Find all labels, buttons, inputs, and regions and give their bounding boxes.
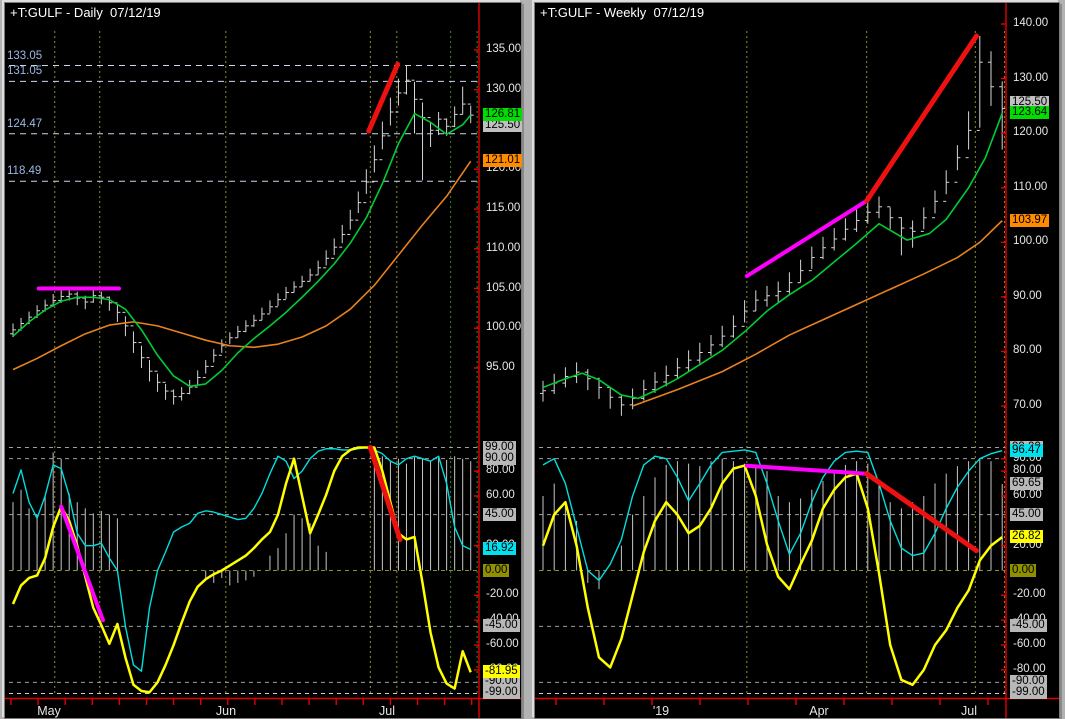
- osc-level-badge: 45.00: [483, 507, 516, 521]
- zero-line-badge: 0.00: [483, 563, 510, 577]
- chart-title-daily: +T:GULF - Daily 07/12/19: [10, 5, 161, 20]
- osc-level-badge: 45.00: [1010, 507, 1043, 521]
- x-axis-month-label: Jun: [215, 704, 237, 718]
- price-tick-label: 80.00: [1013, 344, 1042, 357]
- axis-group[interactable]: [5, 3, 521, 718]
- axis-group[interactable]: [535, 3, 1059, 718]
- oscillator-fast-line: [542, 449, 1003, 582]
- x-axis-month-label: May: [37, 704, 61, 718]
- weekly-chart-window: +T:GULF - Weekly 07/12/19 140.00 130.00 12…: [534, 2, 1060, 719]
- ma-fast-value-badge: 123.64: [1010, 106, 1050, 120]
- alert-level-label: 133.05: [7, 49, 43, 62]
- osc-tick-label: -20.00: [1013, 588, 1046, 601]
- osc-tick-label: -20.00: [486, 588, 519, 601]
- weekly-chart-canvas[interactable]: [535, 3, 1059, 718]
- chart-title-weekly: +T:GULF - Weekly 07/12/19: [540, 5, 705, 20]
- stoch-slow-value-badge: 26.82: [1010, 530, 1043, 544]
- price-tick-label: 100.00: [1013, 235, 1049, 248]
- price-tick-label: 95.00: [486, 361, 515, 373]
- price-tick-label: 135.00: [486, 43, 522, 55]
- price-tick-label: 70.00: [1013, 398, 1042, 411]
- price-trendline[interactable]: [744, 198, 869, 279]
- x-axis-month-label: Jul: [379, 704, 395, 718]
- price-tick-label: 130.00: [1013, 71, 1049, 84]
- price-tick-label: 90.00: [1013, 289, 1042, 302]
- price-tick-label: 110.00: [1013, 180, 1048, 193]
- osc-level-badge: -90.00: [483, 675, 520, 689]
- price-tick-label: 105.00: [486, 281, 522, 294]
- alert-price-badge: 125.50: [1010, 96, 1050, 110]
- alert-level-label: 118.49: [7, 165, 42, 178]
- gridlines-group: [9, 31, 479, 694]
- osc-tick-label: 80.00: [486, 464, 515, 477]
- ma-slow-value-badge: 121.01: [483, 154, 523, 168]
- price-pane-group: [540, 36, 1006, 416]
- oscillator-histogram: [542, 458, 1003, 590]
- stoch-fast-value-badge: 16.92: [483, 542, 516, 556]
- price-tick-label: 100.00: [486, 321, 522, 334]
- osc-tick-label: 80.00: [1013, 464, 1042, 477]
- x-axis-month-label: Jul: [961, 704, 977, 718]
- osc-level-badge: -99.00: [483, 686, 520, 700]
- oscillator-trendline[interactable]: [59, 504, 105, 623]
- gridlines-group: [539, 31, 1006, 694]
- oscillator-trendline[interactable]: [367, 445, 403, 542]
- osc-level-badge: -45.00: [1010, 619, 1047, 633]
- ma-fast-value-badge: 126.81: [483, 108, 523, 122]
- daily-chart-window: +T:GULF - Daily 07/12/19 133.05 131.05 124…: [4, 2, 523, 719]
- daily-chart-canvas[interactable]: [5, 3, 521, 718]
- oscillator-fast-line: [12, 446, 472, 672]
- alert-level-label: 131.05: [7, 65, 43, 78]
- oscillator-slow-line: [541, 464, 1003, 687]
- moving-average-slow: [12, 160, 472, 371]
- oscillator-trendline[interactable]: [744, 463, 869, 476]
- alert-level-label: 124.47: [7, 117, 43, 130]
- price-tick-label: 120.00: [1013, 126, 1049, 139]
- alert-price-badge: 125.50: [483, 118, 523, 132]
- osc-level-badge: -99.00: [1010, 686, 1047, 700]
- stoch-fast-value-badge: 96.47: [1010, 443, 1043, 457]
- zero-line-badge: 0.00: [1010, 563, 1037, 577]
- osc-tick-label: 60.00: [1013, 488, 1042, 501]
- price-pane-group: [10, 65, 474, 405]
- histogram-value-badge: 69.65: [1010, 476, 1043, 490]
- osc-level-badge: -90.00: [1010, 675, 1047, 689]
- osc-level-badge: -45.00: [483, 619, 520, 633]
- oscillator-slow-line: [11, 446, 472, 694]
- oscillator-trendline[interactable]: [864, 471, 979, 554]
- price-tick-label: 115.00: [486, 202, 521, 214]
- price-tick-label: 130.00: [486, 82, 522, 95]
- x-axis-month-label: '19: [652, 704, 670, 718]
- osc-tick-label: -60.00: [1013, 638, 1046, 651]
- osc-tick-label: -80.00: [1013, 662, 1046, 675]
- osc-level-badge: 90.00: [483, 451, 516, 465]
- moving-average-fast: [542, 112, 1003, 400]
- osc-level-badge: 99.00: [483, 440, 516, 454]
- stoch-slow-value-badge: -81.95: [483, 665, 520, 679]
- osc-tick-label: -60.00: [486, 638, 519, 651]
- price-tick-label: 140.00: [1013, 17, 1049, 29]
- moving-average-fast: [12, 112, 472, 388]
- price-trendline[interactable]: [864, 33, 979, 204]
- x-axis-month-label: Apr: [809, 704, 829, 718]
- price-tick-label: 110.00: [486, 241, 521, 254]
- ma-slow-value-badge: 103.97: [1010, 213, 1050, 227]
- price-trendline[interactable]: [366, 61, 401, 134]
- moving-average-slow: [632, 220, 1003, 407]
- osc-tick-label: 60.00: [486, 488, 515, 501]
